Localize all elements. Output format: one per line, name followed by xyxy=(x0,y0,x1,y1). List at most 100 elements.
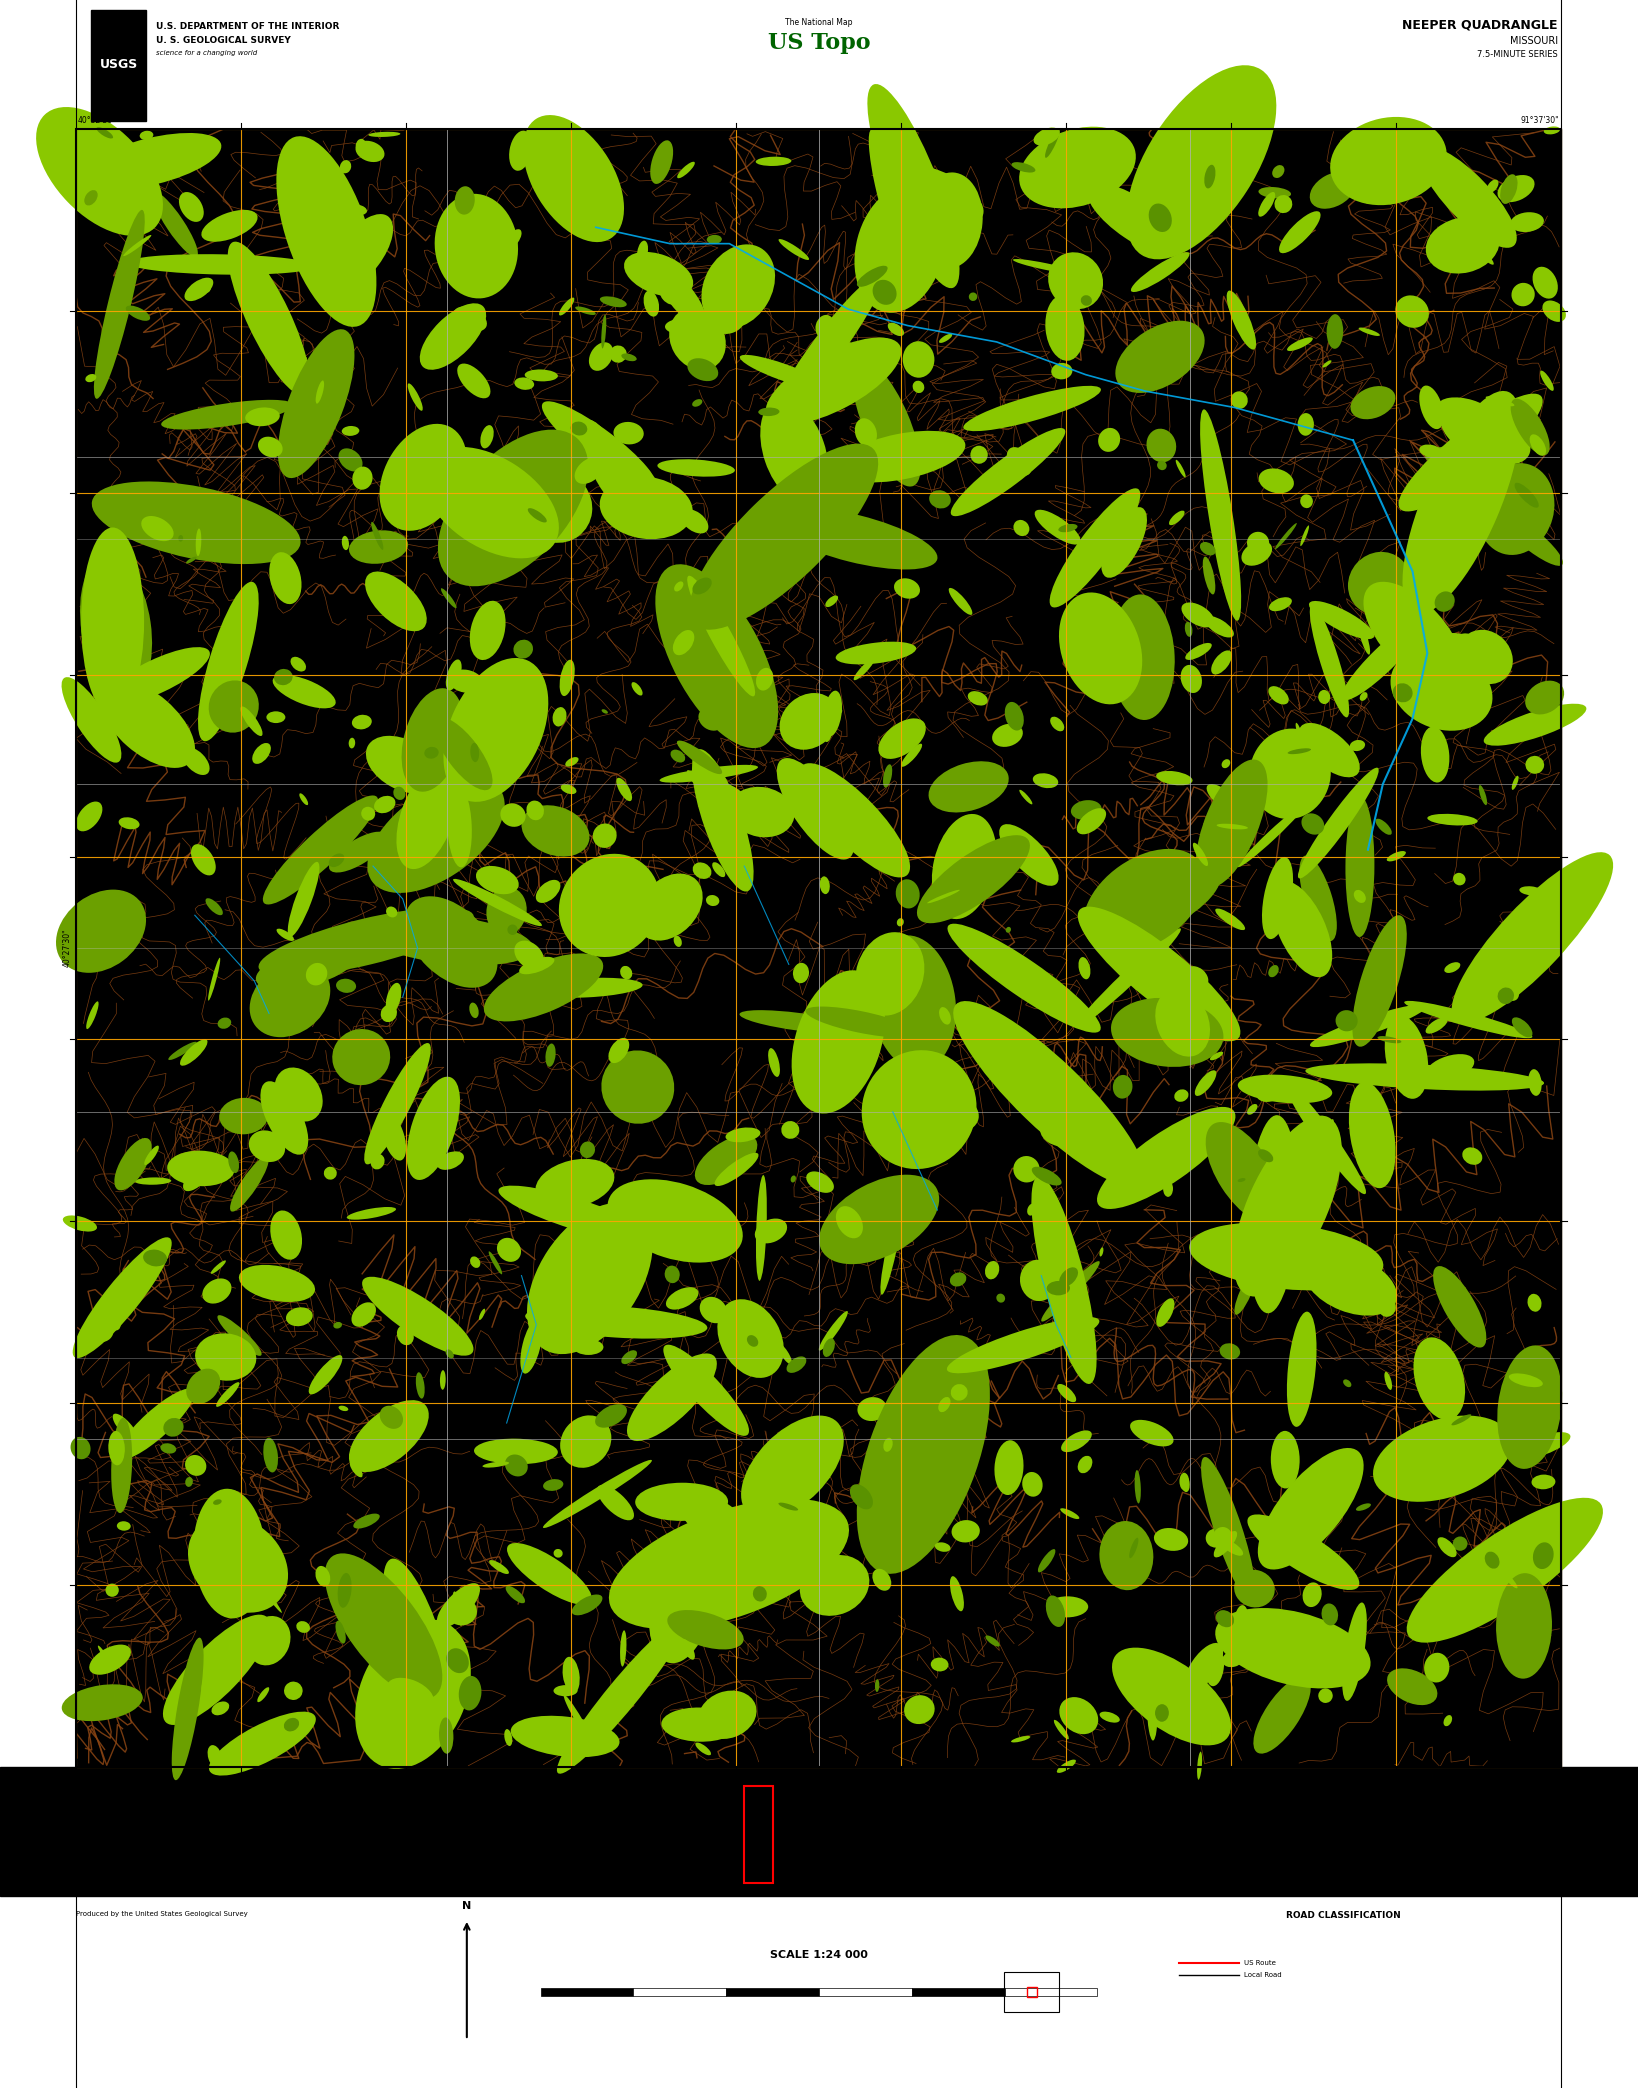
Text: Local Road: Local Road xyxy=(1245,1973,1283,1977)
Ellipse shape xyxy=(947,1318,1099,1374)
Ellipse shape xyxy=(1384,1372,1392,1391)
Ellipse shape xyxy=(952,1520,980,1543)
Ellipse shape xyxy=(541,1299,585,1347)
Ellipse shape xyxy=(1438,1537,1456,1558)
Ellipse shape xyxy=(509,132,532,171)
Ellipse shape xyxy=(139,132,154,140)
Ellipse shape xyxy=(950,1272,966,1286)
Ellipse shape xyxy=(324,1553,442,1700)
Bar xyxy=(634,1988,726,1996)
Ellipse shape xyxy=(601,710,608,714)
Ellipse shape xyxy=(257,1687,269,1702)
Ellipse shape xyxy=(1058,524,1078,532)
Ellipse shape xyxy=(1319,1689,1333,1704)
Ellipse shape xyxy=(387,906,398,917)
Ellipse shape xyxy=(218,1017,231,1029)
Ellipse shape xyxy=(690,443,878,631)
Ellipse shape xyxy=(527,507,547,522)
Text: US Route: US Route xyxy=(1245,1961,1276,1967)
Ellipse shape xyxy=(616,777,632,802)
Ellipse shape xyxy=(526,800,544,821)
Ellipse shape xyxy=(116,1522,131,1531)
Ellipse shape xyxy=(143,1249,167,1267)
Ellipse shape xyxy=(917,173,983,269)
Ellipse shape xyxy=(1420,727,1450,783)
Ellipse shape xyxy=(521,806,590,856)
Ellipse shape xyxy=(1135,1470,1140,1503)
Ellipse shape xyxy=(1099,1520,1153,1591)
Ellipse shape xyxy=(296,1620,310,1633)
Ellipse shape xyxy=(1130,253,1189,292)
Ellipse shape xyxy=(283,1681,303,1700)
Ellipse shape xyxy=(855,931,924,1015)
Ellipse shape xyxy=(698,1691,757,1739)
Ellipse shape xyxy=(296,261,311,271)
Ellipse shape xyxy=(88,1645,131,1675)
Ellipse shape xyxy=(300,793,308,806)
Ellipse shape xyxy=(1533,1543,1554,1568)
Ellipse shape xyxy=(665,319,699,334)
Ellipse shape xyxy=(588,1698,608,1721)
Ellipse shape xyxy=(370,1155,385,1169)
Ellipse shape xyxy=(272,674,336,708)
Ellipse shape xyxy=(260,1082,308,1155)
Ellipse shape xyxy=(1302,1583,1322,1608)
Ellipse shape xyxy=(1040,1111,1093,1146)
Ellipse shape xyxy=(1183,1019,1191,1025)
Ellipse shape xyxy=(228,242,310,397)
Text: Produced by the United States Geological Survey: Produced by the United States Geological… xyxy=(75,1911,247,1917)
Ellipse shape xyxy=(262,796,378,904)
Ellipse shape xyxy=(755,1219,788,1242)
Ellipse shape xyxy=(441,589,457,608)
Ellipse shape xyxy=(1181,1474,1189,1493)
Ellipse shape xyxy=(1007,447,1032,476)
Ellipse shape xyxy=(85,374,97,382)
Ellipse shape xyxy=(446,1647,468,1672)
Ellipse shape xyxy=(211,1702,229,1716)
Ellipse shape xyxy=(336,1620,346,1643)
Ellipse shape xyxy=(1376,818,1392,835)
Ellipse shape xyxy=(1286,1084,1366,1194)
Ellipse shape xyxy=(929,762,1009,812)
Ellipse shape xyxy=(1156,1299,1174,1326)
Ellipse shape xyxy=(396,764,459,869)
Ellipse shape xyxy=(352,714,372,729)
Ellipse shape xyxy=(701,244,775,328)
Ellipse shape xyxy=(580,1142,595,1159)
Ellipse shape xyxy=(1353,915,1407,1046)
Ellipse shape xyxy=(1127,65,1276,259)
Ellipse shape xyxy=(188,1516,288,1612)
Ellipse shape xyxy=(341,161,351,173)
Ellipse shape xyxy=(596,1485,634,1520)
Ellipse shape xyxy=(1137,173,1192,186)
Ellipse shape xyxy=(1230,390,1248,409)
Ellipse shape xyxy=(1176,459,1186,478)
Ellipse shape xyxy=(308,1355,342,1395)
Ellipse shape xyxy=(545,1044,555,1067)
Ellipse shape xyxy=(665,1265,680,1284)
Ellipse shape xyxy=(1250,729,1330,818)
Ellipse shape xyxy=(1222,760,1230,768)
Ellipse shape xyxy=(1215,1608,1371,1689)
Ellipse shape xyxy=(950,1384,968,1401)
Ellipse shape xyxy=(1310,603,1350,718)
Ellipse shape xyxy=(1184,622,1192,637)
Text: The National Map: The National Map xyxy=(785,19,853,27)
Ellipse shape xyxy=(434,194,518,299)
Ellipse shape xyxy=(806,1006,916,1038)
Bar xyxy=(1004,1971,1060,2013)
Bar xyxy=(75,129,1561,1766)
Ellipse shape xyxy=(195,528,201,555)
Ellipse shape xyxy=(1129,1537,1138,1558)
Ellipse shape xyxy=(657,267,706,326)
Ellipse shape xyxy=(873,1568,891,1591)
Ellipse shape xyxy=(1284,791,1296,814)
Ellipse shape xyxy=(1247,532,1269,553)
Ellipse shape xyxy=(84,190,98,205)
Ellipse shape xyxy=(1265,1631,1286,1645)
Ellipse shape xyxy=(1297,768,1379,879)
Ellipse shape xyxy=(755,1176,767,1280)
Ellipse shape xyxy=(162,1614,270,1725)
Ellipse shape xyxy=(1342,1601,1366,1702)
Ellipse shape xyxy=(1543,904,1572,927)
